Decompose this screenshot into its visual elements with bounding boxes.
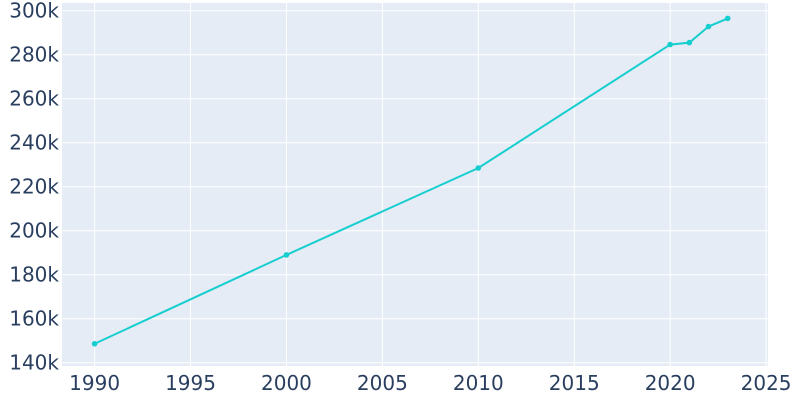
data-point (705, 23, 712, 30)
y-tick-label: 240k (9, 131, 59, 155)
y-tick-label: 280k (9, 43, 59, 67)
data-point (667, 41, 673, 48)
y-axis-tick-labels: 140k 160k 180k 200k 220k 240k 260k 280k 300k (9, 0, 59, 375)
y-tick-label: 300k (9, 0, 59, 23)
plot-background (62, 3, 768, 366)
data-point (283, 252, 290, 258)
x-tick-label: 2020 (645, 371, 696, 395)
y-tick-label: 260k (9, 87, 59, 111)
data-point (724, 15, 731, 22)
y-gridlines (62, 10, 768, 364)
data-point-markers (91, 15, 731, 347)
x-tick-label: 2025 (741, 371, 792, 395)
x-axis-tick-labels: 1990 1995 2000 2005 2010 2015 2020 2025 (69, 371, 791, 395)
data-point (91, 340, 98, 347)
y-tick-label: 220k (9, 175, 59, 199)
data-point (686, 39, 693, 46)
x-gridlines (94, 3, 767, 366)
y-tick-label: 160k (9, 307, 59, 331)
y-tick-label: 140k (9, 351, 59, 375)
y-tick-label: 180k (9, 263, 59, 287)
x-tick-label: 2005 (357, 371, 408, 395)
y-tick-label: 200k (9, 219, 59, 243)
data-point (475, 165, 482, 171)
x-tick-label: 2000 (261, 371, 312, 395)
x-tick-label: 2015 (549, 371, 600, 395)
x-tick-label: 1995 (165, 371, 216, 395)
x-tick-label: 1990 (69, 371, 120, 395)
x-tick-label: 2010 (453, 371, 504, 395)
